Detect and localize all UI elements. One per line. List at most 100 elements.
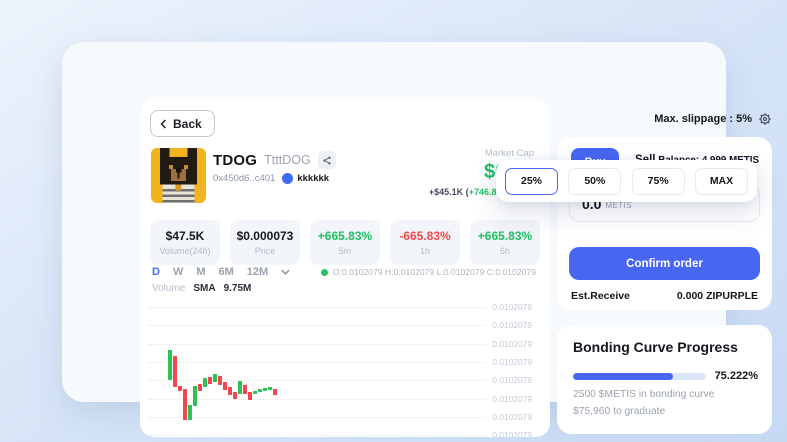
candle [258, 389, 262, 392]
progress-bar [573, 372, 706, 380]
stat-label: 1h [419, 246, 430, 256]
candle [183, 389, 187, 420]
chart-gridline [148, 307, 486, 308]
candle [178, 386, 182, 391]
stat-value: $0.000073 [236, 229, 294, 243]
share-button[interactable] [317, 151, 336, 169]
stat-box: $47.5K Volume(24h) [150, 220, 220, 265]
timeframe-group: D W M 6M 12M [152, 266, 290, 278]
stats-row: $47.5K Volume(24h) $0.000073 Price +665.83% 5… [150, 220, 540, 265]
stat-box: -665.83% 1h [390, 220, 460, 265]
chart-gridline [148, 435, 486, 436]
progress-bar-fill [573, 372, 673, 380]
token-address[interactable]: 0x450d6..c401 [213, 173, 276, 184]
share-icon [322, 156, 331, 164]
stat-label: Price [254, 246, 276, 256]
candle [223, 382, 227, 390]
chart-gridline [148, 344, 486, 345]
y-axis-label: 0.0102079 [492, 320, 532, 330]
chart-gridline [148, 399, 486, 400]
y-axis-label: 0.0102079 [492, 394, 532, 404]
candle [218, 376, 222, 385]
confirm-order-button[interactable]: Confirm order [569, 247, 760, 280]
bonding-curve-card: Bonding Curve Progress 75.222% 2500 $MET… [557, 325, 772, 434]
timeframe-d[interactable]: D [152, 266, 160, 278]
percent-75-button[interactable]: 75% [631, 167, 685, 195]
sma-label: SMA [193, 283, 216, 294]
est-receive-value: 0.000 ZIPURPLE [676, 290, 758, 302]
back-button[interactable]: Back [150, 110, 215, 137]
candle [273, 389, 277, 395]
stat-value: +665.83% [317, 229, 373, 243]
chart-gridline [148, 325, 486, 326]
token-symbol: TtttDOG [264, 153, 311, 167]
candle [193, 386, 197, 406]
y-axis-label: 0.0102079 [492, 302, 532, 312]
ohlc-legend: O:0.0102079 H:0.0102079 L:0.0102079 C:0.… [332, 267, 536, 277]
creator-name[interactable]: kkkkkk [297, 173, 330, 184]
stat-value: -665.83% [399, 229, 451, 243]
candle [248, 392, 252, 400]
candle [168, 350, 172, 380]
percent-max-button[interactable]: MAX [694, 167, 748, 195]
timeframe-6m[interactable]: 6M [218, 266, 234, 278]
stat-box: +665.83% 5m [310, 220, 380, 265]
timeframe-w[interactable]: W [172, 266, 184, 278]
candle [268, 387, 272, 390]
timeframe-m[interactable]: M [196, 266, 206, 278]
bonding-graduate-text: $75,960 to graduate [573, 406, 666, 417]
candle [233, 392, 237, 399]
candle [188, 405, 192, 420]
candle [263, 388, 267, 391]
chart-gridline [148, 362, 486, 363]
candle [208, 377, 212, 384]
percent-popup: 25% 50% 75% MAX [496, 160, 757, 202]
est-receive-label: Est.Receive [571, 290, 630, 302]
y-axis-label: 0.0102079 [492, 339, 532, 349]
candle [238, 381, 242, 394]
y-axis-label: 0.0102079 [492, 375, 532, 385]
candlestick-chart[interactable]: 0.0102079 0.0102079 0.0102079 0.0102079 0.01… [140, 299, 550, 437]
percent-25-button[interactable]: 25% [505, 167, 558, 195]
stat-value: $47.5K [165, 229, 205, 243]
bonding-metis-text: 2500 $METIS in bonding curve [573, 389, 715, 400]
chart-gridline [148, 380, 486, 381]
app-card: Back [62, 42, 772, 437]
token-detail-panel: Back [140, 99, 550, 437]
ohlc-dot-icon [320, 268, 328, 276]
gear-icon[interactable] [758, 112, 772, 126]
market-cap-label: Market Cap [484, 148, 534, 159]
chevron-left-icon [160, 118, 167, 129]
chart-gridline [148, 417, 486, 418]
progress-percent: 75.222% [714, 370, 758, 382]
candle [253, 391, 257, 394]
bonding-curve-title: Bonding Curve Progress [573, 339, 738, 355]
candle [213, 374, 217, 382]
token-name: TDOG [213, 151, 258, 169]
pixel-dog-image [151, 148, 206, 203]
stat-label: Volume(24h) [159, 246, 211, 256]
stat-label: 5m [338, 246, 352, 256]
candle [228, 387, 232, 395]
stat-label: 6h [499, 246, 510, 256]
creator-avatar [282, 173, 294, 184]
amount-unit: METIS [605, 201, 632, 210]
volume-label: Volume [152, 283, 186, 294]
candle [203, 378, 207, 387]
stat-box: $0.000073 Price [230, 220, 300, 265]
percent-50-button[interactable]: 50% [568, 167, 622, 195]
back-label: Back [173, 116, 202, 131]
slippage-label: Max. slippage : 5% [654, 113, 752, 125]
token-avatar [151, 148, 206, 203]
y-axis-label: 0.0102079 [492, 357, 532, 367]
stat-box: +665.83% 6h [470, 220, 540, 265]
chevron-down-icon[interactable] [281, 269, 290, 275]
candle [243, 385, 247, 394]
timeframe-12m[interactable]: 12M [246, 266, 269, 278]
candle [173, 356, 177, 387]
y-axis-label: 0.0102079 [492, 412, 532, 422]
sma-value: 9.75M [223, 283, 252, 294]
stat-value: +665.83% [477, 229, 533, 243]
candle [198, 384, 202, 391]
